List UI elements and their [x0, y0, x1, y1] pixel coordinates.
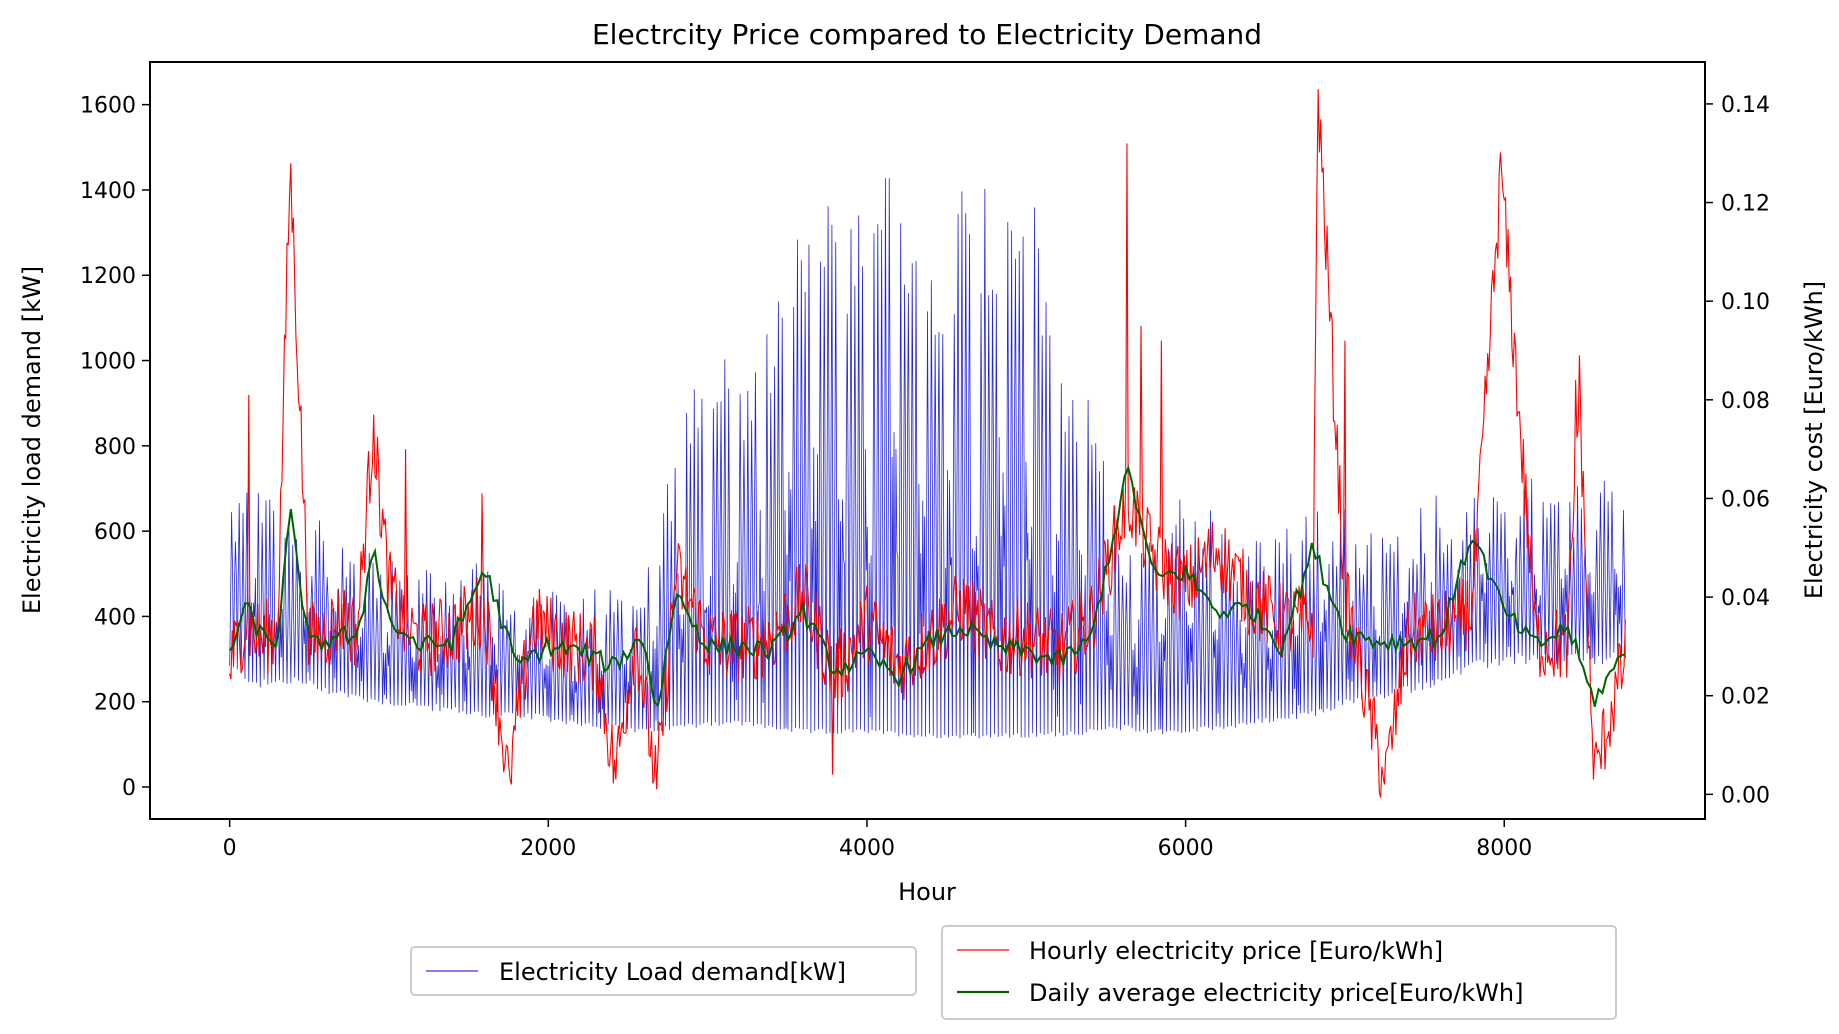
y-axis-right: 0.00 0.02 0.04 0.06 0.08 0.10 0.12 0.14	[1705, 93, 1770, 808]
x-axis: 0 2000 4000 6000 8000	[223, 819, 1532, 861]
series-load-demand-line	[229, 178, 1626, 739]
y-axis-left: 0 200 400 600 800 1000 1200 1400 1600	[80, 94, 150, 801]
y-axis-right-label: Electricity cost [Euro/kWh]	[1800, 281, 1828, 599]
y-left-tick-label: 200	[94, 691, 136, 716]
legend-load: Electricity Load demand[kW]	[410, 946, 917, 996]
legend-load-box	[410, 946, 917, 996]
x-tick-label: 6000	[1158, 836, 1214, 861]
y-right-tick-label: 0.06	[1721, 487, 1770, 512]
y-right-tick-label: 0.08	[1721, 389, 1770, 414]
y-left-tick-label: 1200	[80, 264, 136, 289]
legend-hourly-label: Hourly electricity price [Euro/kWh]	[1029, 937, 1443, 965]
y-right-tick-label: 0.10	[1721, 290, 1770, 315]
legend-price-box	[941, 925, 1617, 1020]
x-tick-label: 4000	[839, 836, 895, 861]
series-daily-average-price-line	[228, 464, 1626, 708]
legend-price: Hourly electricity price [Euro/kWh] Dail…	[941, 925, 1617, 1020]
y-left-tick-label: 600	[94, 520, 136, 545]
y-left-tick-label: 0	[122, 776, 136, 801]
plot-area-frame	[149, 61, 1706, 820]
y-left-tick-label: 800	[94, 435, 136, 460]
x-tick-label: 2000	[520, 836, 576, 861]
y-left-tick-label: 1000	[80, 350, 136, 375]
y-right-tick-label: 0.04	[1721, 586, 1770, 611]
y-left-tick-label: 1400	[80, 179, 136, 204]
x-tick-label: 8000	[1476, 836, 1532, 861]
legend-daily-label: Daily average electricity price[Euro/kWh…	[1029, 979, 1523, 1007]
x-axis-label: Hour	[898, 878, 956, 906]
y-right-tick-label: 0.00	[1721, 783, 1770, 808]
y-right-tick-label: 0.12	[1721, 192, 1770, 217]
y-left-tick-label: 1600	[80, 94, 136, 119]
y-right-tick-label: 0.02	[1721, 685, 1770, 710]
y-left-tick-label: 400	[94, 605, 136, 630]
series-hourly-price-line	[229, 89, 1626, 798]
y-right-tick-label: 0.14	[1721, 93, 1770, 118]
chart-title: Electrcity Price compared to Electricity…	[592, 18, 1262, 51]
legend-load-label: Electricity Load demand[kW]	[499, 958, 846, 986]
x-tick-label: 0	[223, 836, 237, 861]
y-axis-left-label: Electricity load demand [kW]	[18, 266, 46, 614]
